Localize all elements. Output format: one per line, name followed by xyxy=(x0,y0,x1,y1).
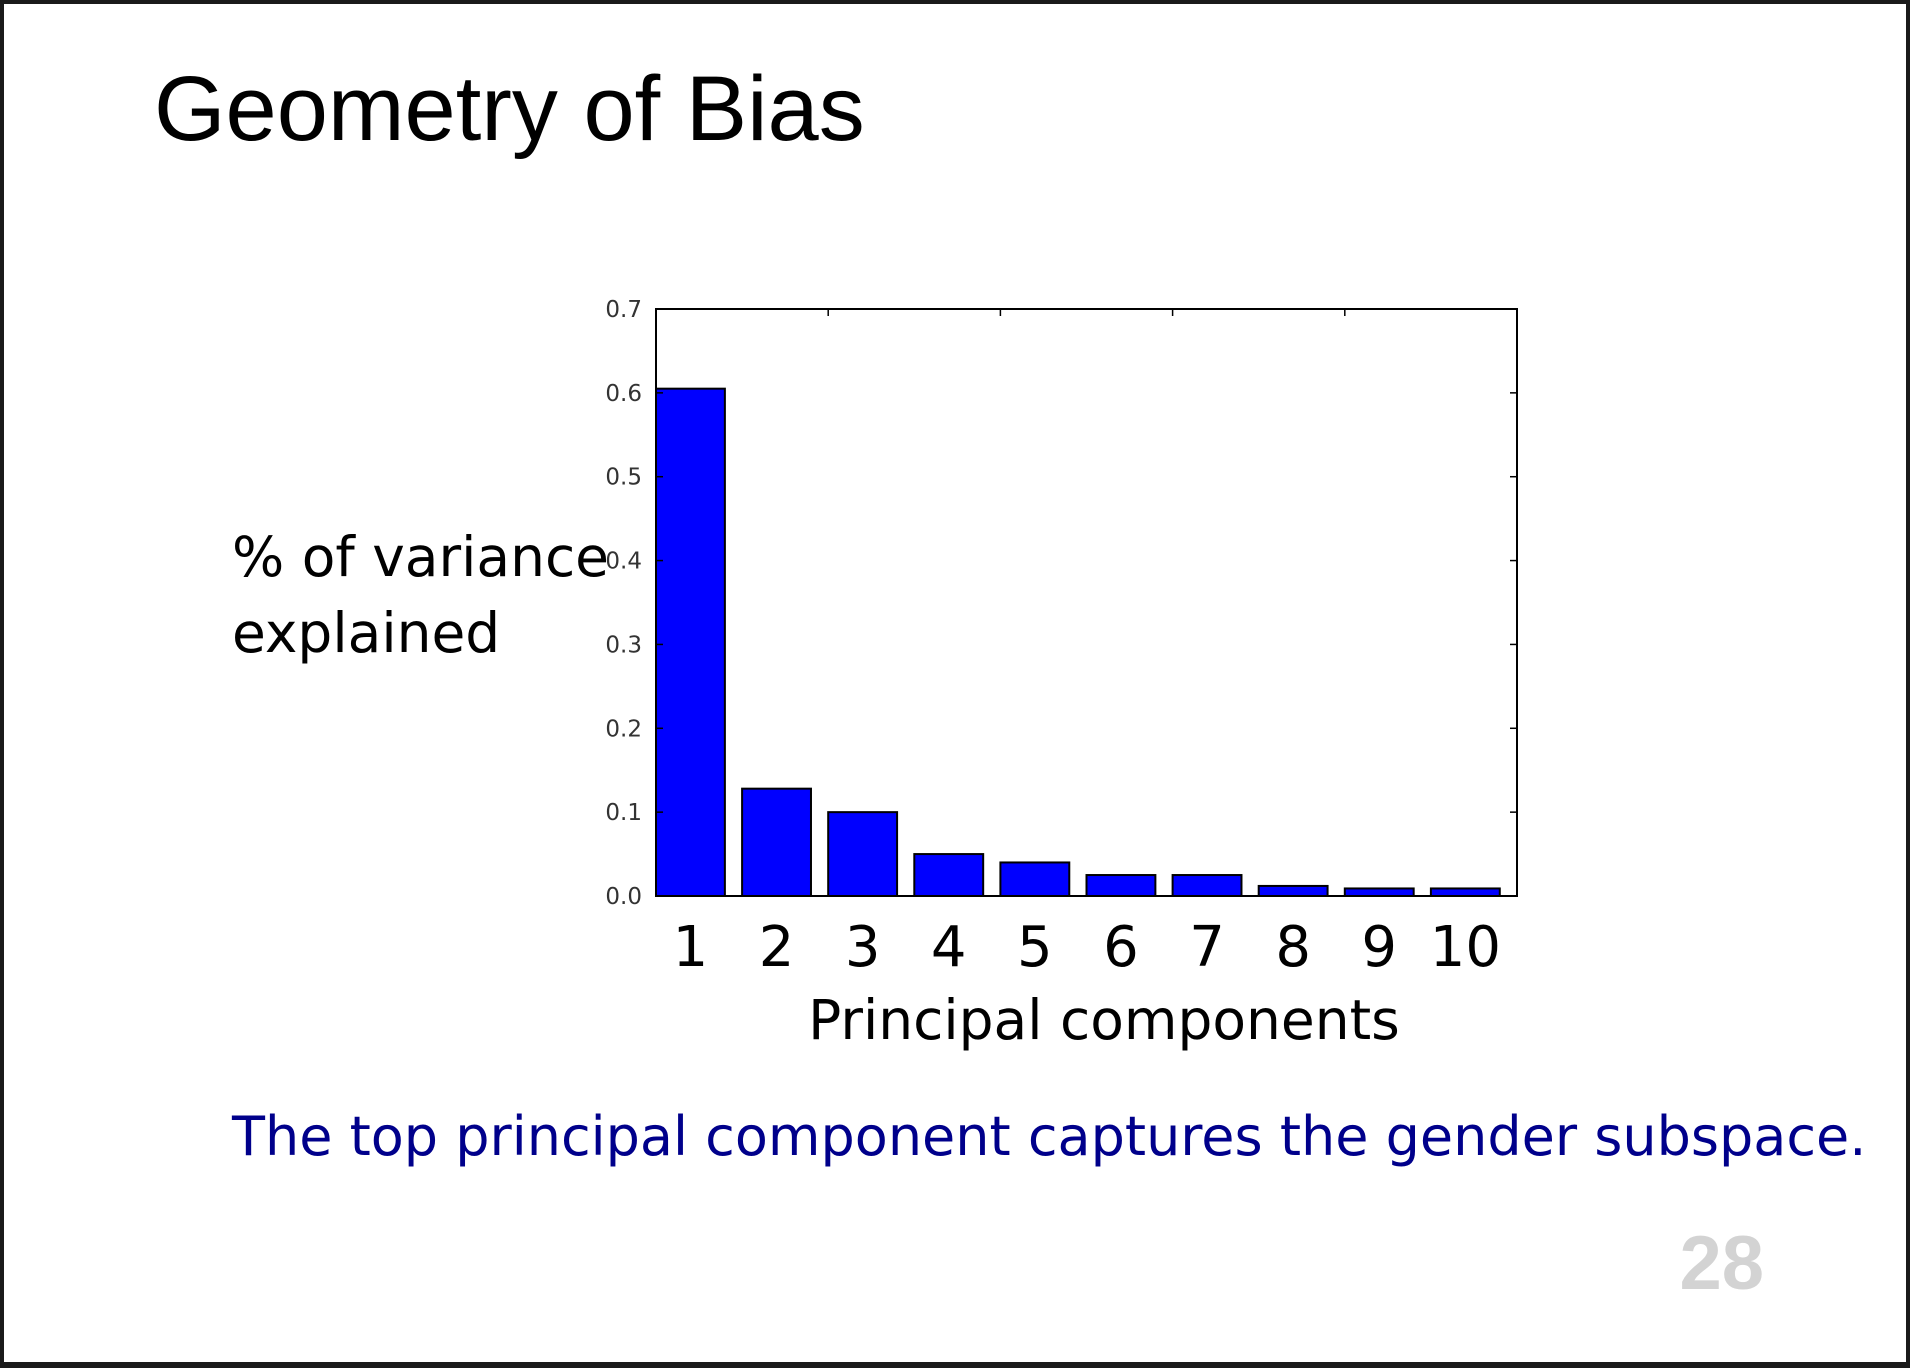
bar-8 xyxy=(1257,884,1329,897)
bar-5 xyxy=(999,861,1071,898)
bar-4 xyxy=(913,853,985,897)
x-tick-label: 8 xyxy=(1275,915,1311,980)
page-number: 28 xyxy=(1679,1221,1764,1306)
x-tick-label: 1 xyxy=(673,915,709,980)
x-tick-label: 3 xyxy=(845,915,881,980)
y-tick-label: 0.3 xyxy=(605,632,642,658)
y-axis-title: % of variance explained xyxy=(232,519,610,671)
x-tick-label: 2 xyxy=(759,915,795,980)
y-tick-label: 0.7 xyxy=(605,297,642,323)
y-tick-label: 0.2 xyxy=(605,716,642,742)
y-tick-label: 0.4 xyxy=(605,549,642,575)
bar-2 xyxy=(741,787,812,897)
bar-chart: 0.0 0.1 0.2 0.3 0.4 0.5 0.6 0.7 1 2 3 4 5 6 7 8 9 10 xyxy=(605,297,1518,980)
x-tick-label: 10 xyxy=(1430,915,1501,980)
y-tick-label: 0.5 xyxy=(605,465,642,491)
bar-9 xyxy=(1343,887,1415,898)
y-tick-label: 0.1 xyxy=(605,800,642,826)
x-tick-label: 9 xyxy=(1361,915,1397,980)
bar-6 xyxy=(1085,874,1157,897)
y-axis-title-line-2: explained xyxy=(232,601,501,665)
x-tick-label: 7 xyxy=(1189,915,1225,980)
bar-7 xyxy=(1171,874,1243,897)
bar-3 xyxy=(827,811,899,898)
x-tick-label: 5 xyxy=(1017,915,1053,980)
x-tick-label: 6 xyxy=(1103,915,1139,980)
bar-1 xyxy=(655,387,726,897)
y-axis-title-line-1: % of variance xyxy=(232,525,610,589)
bar-10 xyxy=(1429,887,1501,898)
y-tick-label: 0.6 xyxy=(605,381,642,407)
x-axis-title: Principal components xyxy=(808,988,1400,1052)
y-tick-label: 0.0 xyxy=(605,884,642,910)
x-tick-label: 4 xyxy=(931,915,967,980)
slide-title: Geometry of Bias xyxy=(154,58,865,160)
slide-caption: The top principal component captures the… xyxy=(232,1105,1867,1168)
